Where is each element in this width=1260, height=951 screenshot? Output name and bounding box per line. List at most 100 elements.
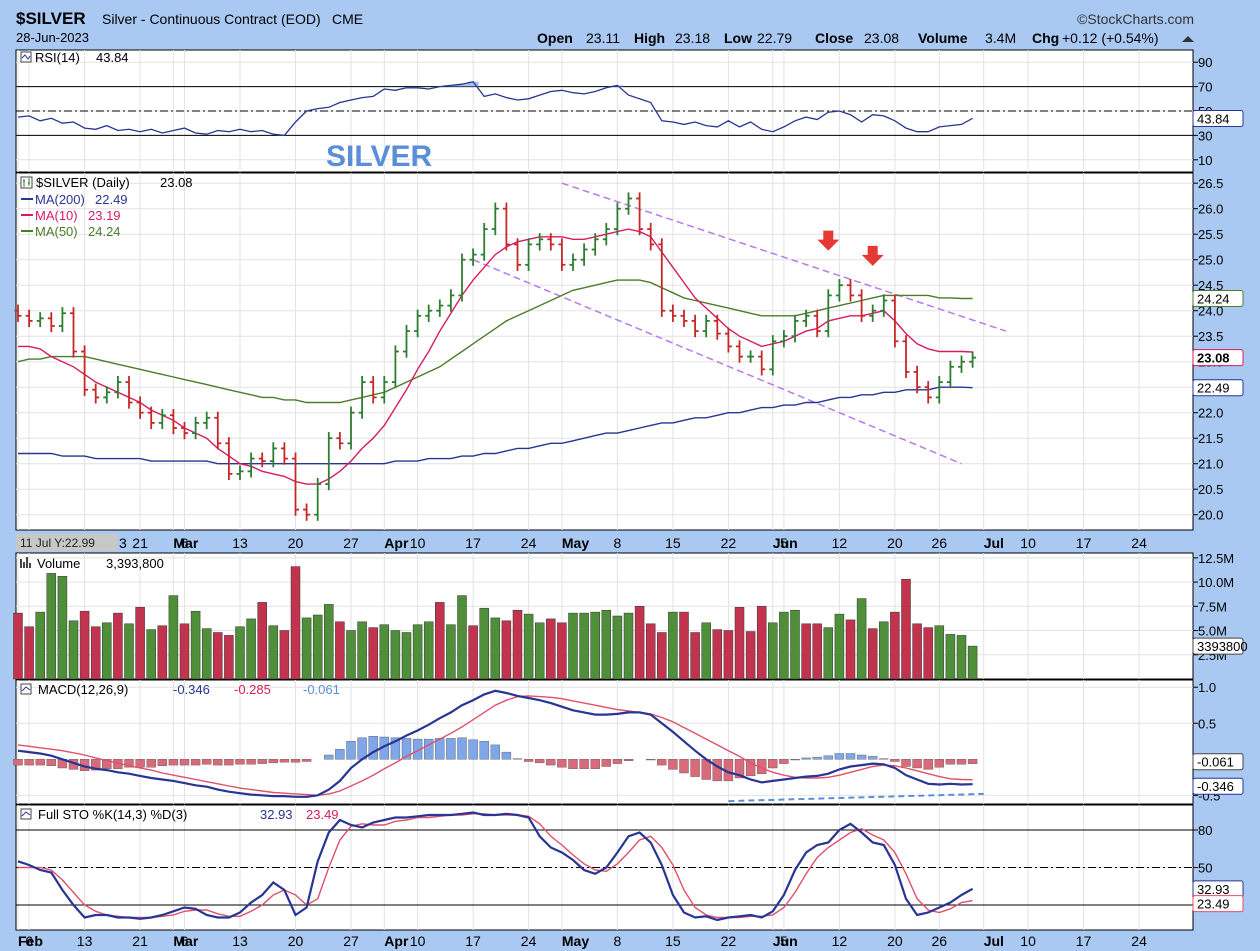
value-badge <box>1192 637 1244 655</box>
macd-histogram-bar <box>745 759 756 777</box>
price-bar <box>181 421 188 440</box>
volume-bar <box>634 606 645 680</box>
price-bar <box>802 309 810 328</box>
price-bars-swatch <box>20 176 33 189</box>
price-bar <box>747 350 755 363</box>
macd-histogram-bar <box>190 759 201 766</box>
sto-legend-swatch <box>20 808 32 820</box>
day-tick-label: 22 <box>721 535 737 551</box>
value-badge <box>1192 379 1244 397</box>
rsi-overbought-fill <box>445 81 623 87</box>
day-tick-label: 21 <box>132 933 148 949</box>
macd-histogram-bar <box>668 759 678 770</box>
ma50-legend-label: MA(50) <box>35 224 78 239</box>
value-badge <box>1192 349 1244 367</box>
y-axis-label: 70 <box>1198 80 1212 95</box>
macd-hist-legend-value: -0.061 <box>303 682 340 697</box>
volume-bar <box>146 629 156 680</box>
volume-label: Volume <box>918 30 968 46</box>
volume-bar <box>190 610 201 680</box>
volume-bar <box>68 620 79 680</box>
day-tick-label: 17 <box>465 535 481 551</box>
sto-swatch-line <box>21 811 31 817</box>
price-bar <box>636 192 644 236</box>
down-arrow-icon <box>817 230 840 251</box>
price-bar <box>14 304 22 322</box>
y-axis-label: 22.0 <box>1198 406 1223 421</box>
volume-bar <box>179 623 190 680</box>
value-badge-label: 43.84 <box>1197 112 1230 127</box>
close-label: Close <box>815 30 853 46</box>
macd-histogram-bar <box>734 759 745 779</box>
price-bar <box>758 350 766 376</box>
price-bar <box>225 437 233 481</box>
price-bar <box>103 386 111 404</box>
price-bar <box>736 340 743 363</box>
value-badge-label: 24.24 <box>1197 291 1230 306</box>
exchange-label: CME <box>332 11 363 27</box>
hover-readout-box <box>16 534 118 551</box>
month-tick-label: Apr <box>384 535 409 551</box>
month-tick-label: Apr <box>384 933 409 949</box>
macd-histogram-bar <box>335 749 345 760</box>
down-arrow-icon <box>861 245 884 266</box>
day-tick-label: 20 <box>887 535 903 551</box>
day-tick-label: 5 <box>780 933 788 949</box>
volume-bar <box>301 617 312 680</box>
channel-lower-line <box>472 259 962 465</box>
macd-histogram-bar <box>912 759 922 769</box>
volume-layer <box>13 566 978 680</box>
volume-bar <box>601 609 612 680</box>
price-bar <box>380 375 388 404</box>
date-label: 28-Jun-2023 <box>16 30 89 45</box>
sto-d-legend-value: 23.49 <box>306 807 339 822</box>
rsi-swatch-line <box>21 54 31 60</box>
price-bar <box>480 222 488 261</box>
value-badge <box>1192 110 1244 128</box>
price-bar <box>691 314 699 338</box>
value-badge-label: 32.93 <box>1197 882 1230 897</box>
volume-bar <box>756 606 767 680</box>
y-axis-label: 10.0M <box>1198 575 1234 590</box>
day-tick-label: 10 <box>1020 535 1036 551</box>
day-tick-label: 27 <box>343 933 359 949</box>
day-tick-label: 24 <box>521 933 537 949</box>
macd-histogram-bar <box>468 739 478 760</box>
volume-bar <box>790 609 800 680</box>
volume-bar <box>324 604 334 680</box>
price-bar <box>924 381 932 404</box>
macd-histogram-bar <box>235 759 245 765</box>
y-axis-label: 24.5 <box>1198 278 1223 293</box>
day-tick-label: 26 <box>932 933 948 949</box>
ma10-legend-label: MA(10) <box>35 208 78 223</box>
volume-bar <box>834 613 845 680</box>
macd-histogram-bar <box>590 759 600 769</box>
price-bar <box>625 192 632 215</box>
volume-bar <box>579 612 589 680</box>
y-axis-label: 21.5 <box>1198 431 1223 446</box>
y-axis-label: 7.5M <box>1198 599 1227 614</box>
price-bar <box>47 312 55 333</box>
macd-histogram-bar <box>246 759 256 765</box>
y-axis-label: 20.0 <box>1198 508 1223 523</box>
price-bar <box>969 351 977 368</box>
y-axis-label: 23.5 <box>1198 329 1223 344</box>
volume-bar <box>668 611 678 680</box>
macd-histogram-bar <box>346 741 356 760</box>
price-bar <box>780 330 788 348</box>
low-label: Low <box>724 30 752 46</box>
month-tick-label: Jul <box>984 535 1004 551</box>
macd-histogram-bar <box>768 759 778 769</box>
volume-legend-label: Volume <box>37 556 80 571</box>
macd-legend-value: -0.346 <box>173 682 210 697</box>
volume-bar <box>912 623 922 680</box>
macd-signal-line <box>17 695 973 797</box>
price-legend-label: $SILVER (Daily) <box>36 175 130 190</box>
price-bar <box>514 238 521 271</box>
volume-bar <box>590 611 600 680</box>
volume-bar <box>235 626 245 680</box>
volume-bar <box>645 623 656 680</box>
hover-readout-label: 11 Jul Y:22.99 <box>20 536 95 550</box>
